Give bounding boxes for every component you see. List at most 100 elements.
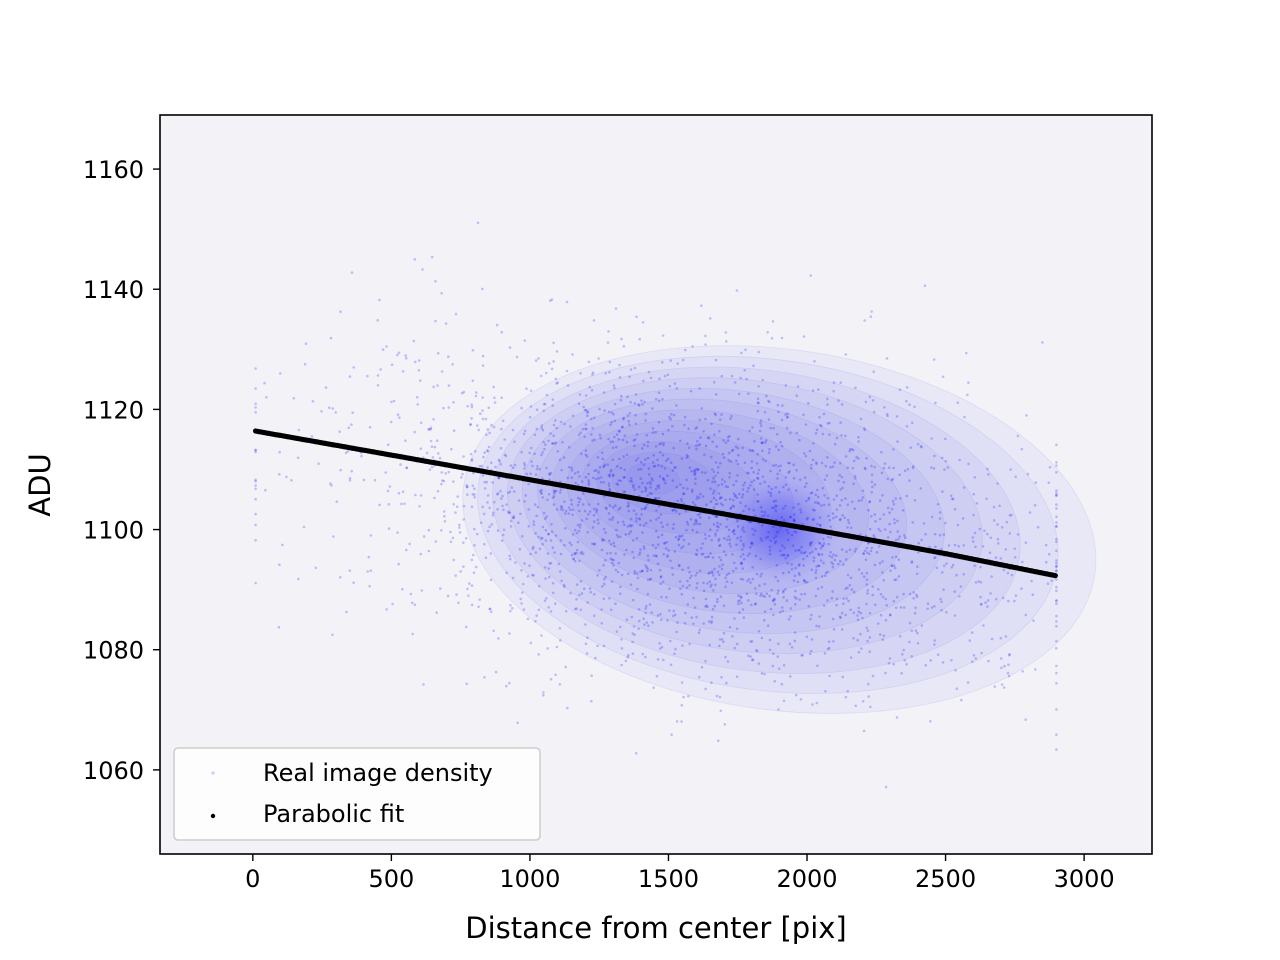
- density-point: [756, 472, 760, 475]
- density-point: [822, 561, 825, 565]
- density-point: [254, 450, 257, 454]
- density-point: [909, 446, 913, 449]
- density-point: [466, 404, 469, 408]
- density-point: [774, 534, 778, 538]
- density-point: [1047, 481, 1051, 485]
- density-point: [646, 444, 649, 448]
- density-point: [862, 575, 866, 578]
- density-point: [625, 440, 629, 444]
- density-point: [929, 720, 932, 723]
- density-point: [728, 434, 731, 438]
- density-point: [727, 572, 731, 575]
- density-point: [491, 481, 495, 484]
- density-point: [580, 519, 584, 522]
- density-point: [707, 436, 711, 440]
- density-point: [254, 484, 257, 487]
- density-point: [615, 533, 619, 537]
- density-point: [462, 565, 465, 568]
- density-point: [636, 587, 639, 591]
- density-point: [877, 527, 880, 531]
- density-point: [615, 482, 618, 486]
- density-point: [828, 519, 832, 522]
- density-point: [684, 348, 687, 352]
- density-point: [687, 566, 690, 569]
- density-point: [472, 553, 475, 557]
- density-point: [890, 507, 894, 511]
- density-point: [832, 389, 835, 393]
- density-point: [979, 565, 982, 569]
- density-point: [839, 381, 842, 384]
- plot-frame: [159, 114, 1153, 855]
- x-tick-label: 2500: [915, 865, 976, 893]
- density-point: [710, 538, 713, 542]
- density-point: [520, 451, 523, 454]
- density-point: [320, 410, 323, 413]
- density-point: [816, 587, 820, 591]
- density-point: [865, 578, 869, 581]
- density-point: [756, 409, 760, 413]
- density-point: [769, 539, 772, 542]
- density-point: [500, 330, 504, 334]
- density-point: [464, 537, 468, 540]
- density-point: [950, 659, 953, 662]
- density-point: [826, 403, 829, 406]
- density-point: [549, 561, 553, 565]
- density-point: [951, 497, 955, 501]
- density-point: [607, 482, 611, 485]
- density-point: [688, 642, 691, 646]
- density-point: [613, 386, 616, 390]
- density-point: [863, 428, 867, 432]
- density-point: [512, 490, 516, 493]
- density-point: [548, 575, 551, 579]
- density-point: [958, 595, 961, 598]
- density-point: [736, 446, 740, 450]
- density-point: [1055, 599, 1058, 603]
- density-point: [475, 391, 478, 394]
- density-point: [554, 377, 558, 381]
- density-point: [772, 426, 775, 430]
- density-point: [601, 538, 604, 541]
- density-point: [616, 570, 620, 574]
- density-point: [607, 410, 611, 414]
- density-point: [775, 433, 779, 436]
- density-point: [910, 655, 913, 658]
- density-point: [632, 625, 636, 628]
- density-point: [680, 592, 684, 596]
- density-point: [690, 574, 693, 577]
- density-point: [750, 603, 753, 607]
- density-point: [405, 466, 409, 470]
- density-point: [614, 307, 618, 310]
- density-point: [761, 449, 764, 453]
- density-point: [916, 551, 920, 554]
- density-point: [982, 624, 985, 627]
- density-point: [811, 389, 815, 392]
- density-point: [523, 462, 526, 465]
- density-point: [718, 543, 722, 547]
- density-point: [822, 604, 826, 607]
- density-point: [618, 376, 622, 379]
- density-point: [802, 335, 806, 338]
- density-point: [646, 456, 650, 460]
- density-point: [444, 472, 448, 475]
- density-point: [729, 460, 733, 464]
- density-point: [798, 549, 801, 552]
- density-point: [718, 644, 721, 648]
- density-point: [800, 551, 803, 554]
- density-point: [808, 449, 812, 453]
- density-point: [502, 508, 505, 512]
- density-point: [756, 649, 759, 653]
- density-point: [546, 552, 550, 555]
- density-point: [633, 438, 637, 441]
- density-point: [1014, 475, 1017, 479]
- density-point: [376, 384, 380, 387]
- density-point: [684, 509, 688, 513]
- density-point: [725, 538, 729, 542]
- density-point: [776, 477, 779, 480]
- density-point: [1041, 341, 1044, 344]
- density-point: [652, 686, 655, 689]
- density-point: [636, 457, 640, 460]
- density-point: [792, 476, 796, 480]
- density-point: [790, 646, 794, 649]
- density-point: [834, 554, 838, 557]
- density-point: [551, 398, 555, 401]
